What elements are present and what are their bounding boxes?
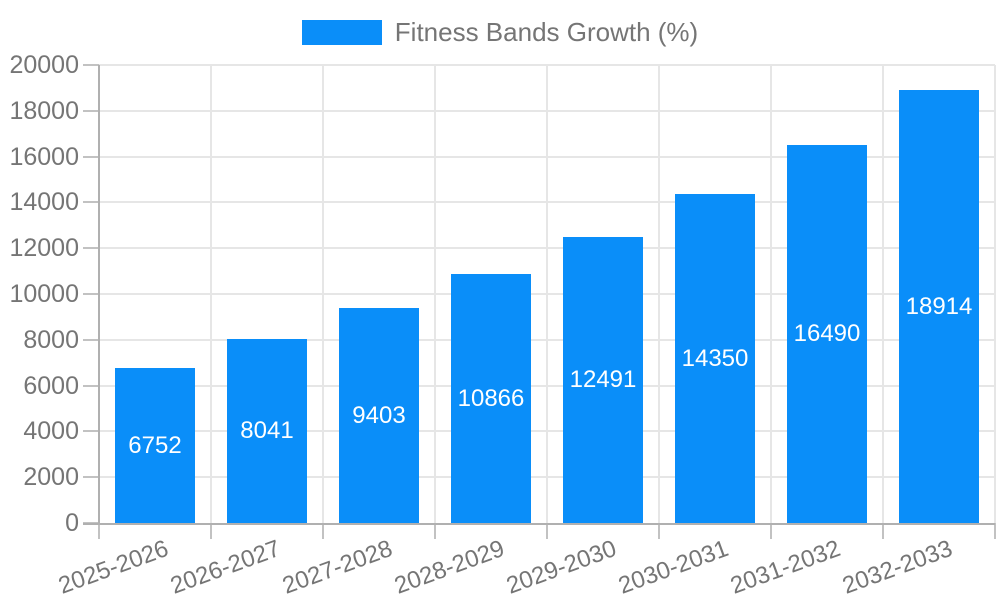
bar-value-label: 6752 (128, 431, 182, 459)
y-tick (83, 293, 99, 295)
y-tick-label: 4000 (23, 417, 79, 446)
y-tick (83, 476, 99, 479)
y-tick-label: 10000 (9, 280, 79, 308)
bar-value-label: 9403 (352, 401, 406, 429)
y-tick (83, 430, 99, 433)
x-axis-line (83, 523, 995, 525)
y-tick (83, 338, 99, 341)
bar[interactable]: 18914 (899, 90, 979, 523)
y-tick-label: 0 (65, 509, 79, 537)
x-tick-label: 2031-2032 (727, 535, 845, 600)
x-tick-label: 2029-2030 (503, 535, 621, 600)
x-tick (434, 523, 436, 539)
y-tick-label: 16000 (9, 142, 79, 171)
y-tick-label: 20000 (9, 51, 79, 79)
x-tick-label: 2027-2028 (279, 535, 397, 600)
v-gridline (546, 65, 548, 523)
v-gridline (434, 65, 436, 523)
x-tick (882, 523, 884, 539)
y-tick (83, 384, 99, 387)
bar-value-label: 18914 (905, 292, 973, 320)
y-tick (83, 201, 99, 204)
x-tick (322, 523, 324, 539)
v-gridline (658, 65, 660, 523)
y-tick (83, 247, 99, 250)
bar-value-label: 16490 (793, 320, 861, 347)
bar-value-label: 8041 (240, 417, 294, 444)
x-tick-label: 2030-2031 (615, 535, 733, 600)
x-tick-label: 2028-2029 (391, 535, 509, 600)
legend-swatch (301, 19, 382, 45)
y-tick-label: 8000 (23, 325, 79, 354)
v-gridline (994, 65, 996, 523)
bar-value-label: 12491 (569, 366, 637, 393)
x-tick (994, 523, 996, 539)
v-gridline (882, 65, 884, 523)
x-tick (210, 523, 212, 539)
x-tick (658, 523, 660, 539)
bar[interactable]: 6752 (115, 368, 195, 523)
x-tick-label: 2026-2027 (167, 535, 285, 600)
bar-value-label: 10866 (457, 384, 525, 412)
bar[interactable]: 9403 (339, 308, 419, 523)
x-tick-label: 2032-2033 (839, 535, 957, 600)
x-tick-label: 2025-2026 (55, 535, 173, 600)
x-tick (98, 523, 100, 539)
y-tick-label: 12000 (9, 234, 79, 263)
x-tick (546, 523, 548, 539)
v-gridline (210, 65, 212, 523)
v-gridline (770, 65, 772, 523)
y-tick-label: 2000 (23, 463, 79, 492)
legend-label: Fitness Bands Growth (%) (394, 16, 699, 47)
y-tick-label: 6000 (23, 371, 79, 400)
y-tick (83, 64, 99, 66)
y-tick-label: 18000 (9, 96, 79, 125)
y-axis-line (98, 65, 100, 523)
x-tick (770, 523, 772, 539)
bar[interactable]: 14350 (675, 194, 755, 523)
bar[interactable]: 10866 (451, 274, 531, 523)
bar[interactable]: 16490 (787, 145, 867, 523)
y-tick (83, 109, 99, 112)
bar[interactable]: 12491 (563, 237, 643, 523)
bar[interactable]: 8041 (227, 339, 307, 523)
y-tick-label: 14000 (9, 188, 79, 217)
y-tick (83, 155, 99, 158)
legend[interactable]: Fitness Bands Growth (%) (0, 17, 1000, 47)
v-gridline (322, 65, 324, 523)
bar-value-label: 14350 (681, 344, 749, 372)
